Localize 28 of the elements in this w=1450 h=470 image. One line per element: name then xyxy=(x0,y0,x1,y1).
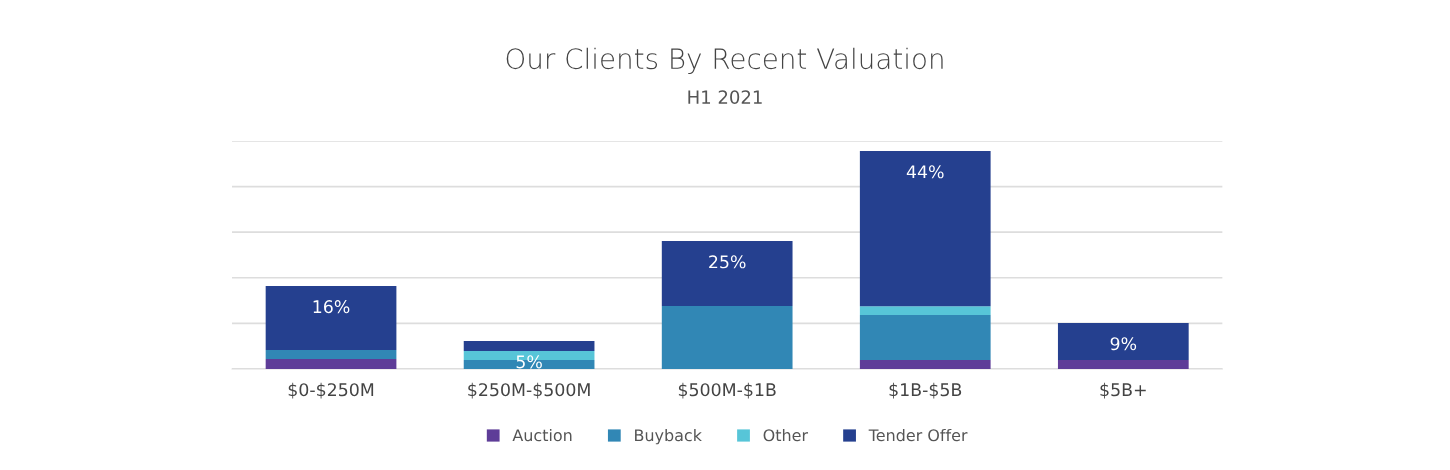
bar xyxy=(265,358,397,369)
bar xyxy=(661,305,793,369)
bar xyxy=(265,349,397,359)
bar xyxy=(859,315,991,361)
legend-label: Auction xyxy=(512,428,572,442)
x-tick-label: $250M-$500M xyxy=(468,382,590,399)
x-tick-label: $500M-$1B xyxy=(678,382,776,399)
bar xyxy=(265,285,397,350)
bar xyxy=(859,306,991,316)
annotation: 25% xyxy=(709,255,746,269)
annotation: 16% xyxy=(313,300,350,314)
legend-label: Tender Offer xyxy=(868,428,968,442)
bar xyxy=(661,241,793,306)
legend-label: Buyback xyxy=(635,428,702,445)
annotation: 5% xyxy=(516,355,542,369)
bar xyxy=(1057,322,1189,361)
chart-title: Our Clients By Recent Valuation xyxy=(506,47,943,75)
bar xyxy=(859,360,991,369)
annotation: 44% xyxy=(906,165,944,179)
chart-subtitle: H1 2021 xyxy=(688,90,762,104)
bar xyxy=(859,151,991,307)
x-tick-label: $5B+ xyxy=(1100,382,1146,399)
annotation: 9% xyxy=(1110,337,1137,351)
x-tick-label: $1B-$5B xyxy=(889,382,962,399)
bar xyxy=(463,341,595,352)
bar xyxy=(1057,360,1189,369)
x-tick-label: $0-$250M xyxy=(288,382,374,399)
legend-label: Other xyxy=(763,428,809,442)
